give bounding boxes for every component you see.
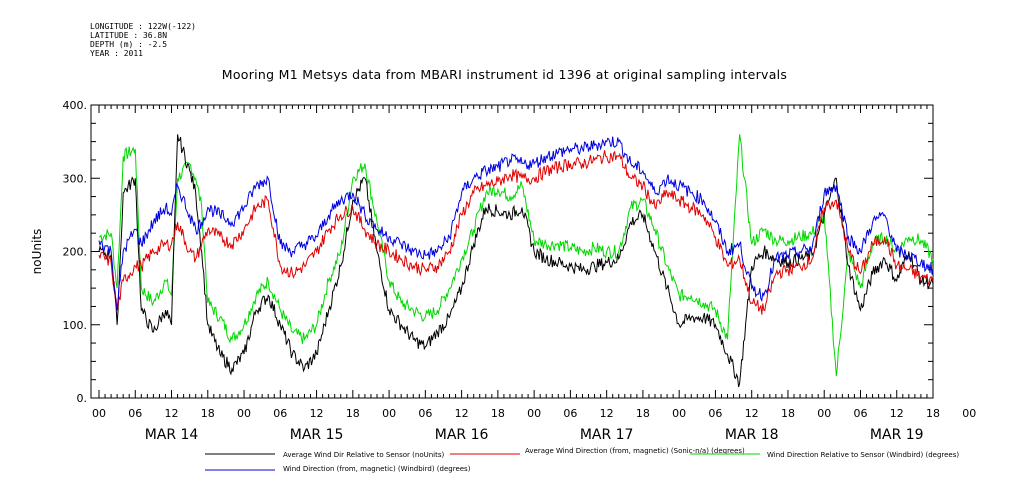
x-tick-label: 12	[165, 407, 179, 420]
x-tick-label: 00	[527, 407, 541, 420]
x-tick-label: 00	[382, 407, 396, 420]
series-line-red	[98, 150, 934, 315]
x-tick-label: 18	[636, 407, 650, 420]
x-tick-label: 18	[346, 407, 360, 420]
x-tick-label: 12	[890, 407, 904, 420]
x-tick-label: 00	[817, 407, 831, 420]
x-tick-label: 00	[92, 407, 106, 420]
year-text: YEAR : 2011	[90, 49, 143, 58]
x-tick-label: 00	[672, 407, 686, 420]
depth-text: DEPTH (m) : -2.5	[90, 40, 168, 49]
x-tick-label: 00	[962, 407, 976, 420]
x-tick-label: 18	[781, 407, 795, 420]
legend-label: Wind Direction (from, magnetic) (Windbir…	[283, 465, 471, 473]
chart-title: Mooring M1 Metsys data from MBARI instru…	[221, 67, 788, 82]
legend-label: Wind Direction Relative to Sensor (Windb…	[767, 451, 959, 459]
x-tick-label: 00	[237, 407, 251, 420]
y-tick-label: 0.	[77, 392, 88, 405]
x-day-label: MAR 16	[435, 427, 489, 443]
x-tick-label: 18	[201, 407, 215, 420]
longitude-text: LONGITUDE : 122W(-122)	[90, 22, 196, 31]
x-tick-label: 06	[853, 407, 867, 420]
x-tick-label: 18	[926, 407, 940, 420]
x-tick-label: 18	[491, 407, 505, 420]
x-tick-label: 12	[455, 407, 469, 420]
latitude-text: LATITUDE : 36.8N	[90, 31, 168, 40]
y-axis-label: noUnits	[30, 229, 44, 275]
x-tick-label: 06	[273, 407, 287, 420]
y-tick-label: 400.	[63, 99, 88, 112]
x-day-label: MAR 19	[870, 427, 924, 443]
y-tick-label: 300.	[63, 172, 88, 185]
x-tick-label: 12	[600, 407, 614, 420]
x-tick-label: 12	[310, 407, 324, 420]
x-tick-label: 06	[563, 407, 577, 420]
y-tick-label: 100.	[63, 319, 88, 332]
x-tick-label: 06	[418, 407, 432, 420]
series-line-blue	[98, 136, 934, 311]
x-day-label: MAR 14	[145, 427, 199, 443]
mooring-metadata: LONGITUDE : 122W(-122) LATITUDE : 36.8N …	[90, 22, 196, 58]
x-day-label: MAR 15	[290, 427, 344, 443]
x-day-label: MAR 17	[580, 427, 634, 443]
series-line-black	[98, 134, 934, 388]
y-tick-label: 200.	[63, 246, 88, 259]
x-tick-label: 06	[708, 407, 722, 420]
x-tick-label: 06	[128, 407, 142, 420]
legend-label: Average Wind Direction (from, magnetic) …	[525, 447, 745, 455]
series-line-green	[98, 134, 934, 377]
x-tick-label: 12	[745, 407, 759, 420]
x-day-label: MAR 18	[725, 427, 779, 443]
legend-label: Average Wind Dir Relative to Sensor (noU…	[283, 451, 444, 459]
